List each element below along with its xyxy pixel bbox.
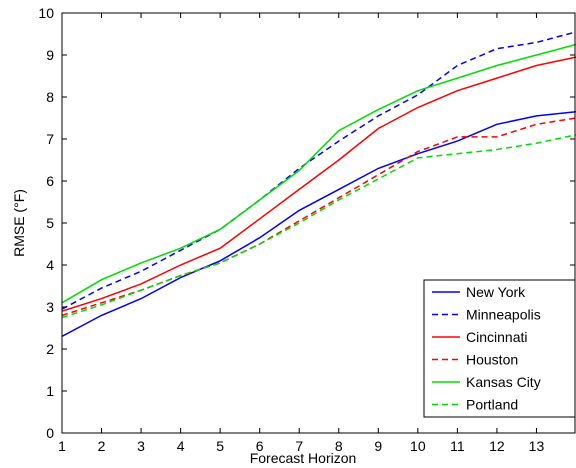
x-tick-label: 11: [450, 438, 465, 454]
legend-box: [423, 279, 576, 418]
x-tick-label: 13: [529, 438, 545, 454]
y-tick-label: 6: [46, 173, 54, 189]
y-tick-labels: 0 1 2 3 4 5 6 7 8 9 10: [38, 5, 54, 441]
plot-lines: [62, 31, 576, 338]
x-tick-labels: 1 2 3 4 5 6 7 8 9 10 11 12 13: [58, 438, 544, 454]
y-tick-label: 8: [46, 89, 54, 105]
y-tick-label: 2: [46, 341, 54, 357]
y-tick-label: 10: [38, 5, 54, 21]
y-tick-label: 4: [46, 257, 54, 273]
x-tick-label: 8: [335, 438, 343, 454]
series-line-cincinnati: [62, 56, 576, 312]
x-tick-label: 5: [216, 438, 224, 454]
x-axis-title: Forecast Horizon: [250, 450, 357, 466]
x-tick-label: 7: [295, 438, 303, 454]
y-tick-label: 5: [46, 215, 54, 231]
legend-label: Minneapolis: [466, 307, 541, 323]
x-tick-label: 12: [489, 438, 505, 454]
series-line-minneapolis: [62, 31, 576, 310]
y-tick-label: 1: [46, 383, 54, 399]
y-tick-label: 3: [46, 299, 54, 315]
x-tick-label: 6: [256, 438, 264, 454]
x-tick-label: 3: [137, 438, 145, 454]
y-tick-label: 7: [46, 131, 54, 147]
series-line-new-york: [62, 110, 576, 338]
series-line-portland: [62, 134, 576, 319]
x-tick-label: 4: [177, 438, 185, 454]
y-tick-label: 9: [46, 47, 54, 63]
legend: New York Minneapolis Cincinnati Houston Kans…: [423, 279, 576, 418]
x-tick-label: 10: [410, 438, 426, 454]
x-tick-label: 2: [98, 438, 106, 454]
legend-label: Cincinnati: [466, 329, 527, 345]
x-tick-label: 1: [58, 438, 66, 454]
x-tick-label: 9: [374, 438, 382, 454]
legend-label: Houston: [466, 352, 518, 368]
series-line-kansas-city: [62, 43, 576, 304]
legend-label: Kansas City: [466, 374, 541, 390]
legend-label: New York: [466, 284, 526, 300]
legend-label: Portland: [466, 397, 518, 413]
y-axis-title: RMSE (°F): [11, 189, 27, 257]
y-tick-label: 0: [46, 425, 54, 441]
